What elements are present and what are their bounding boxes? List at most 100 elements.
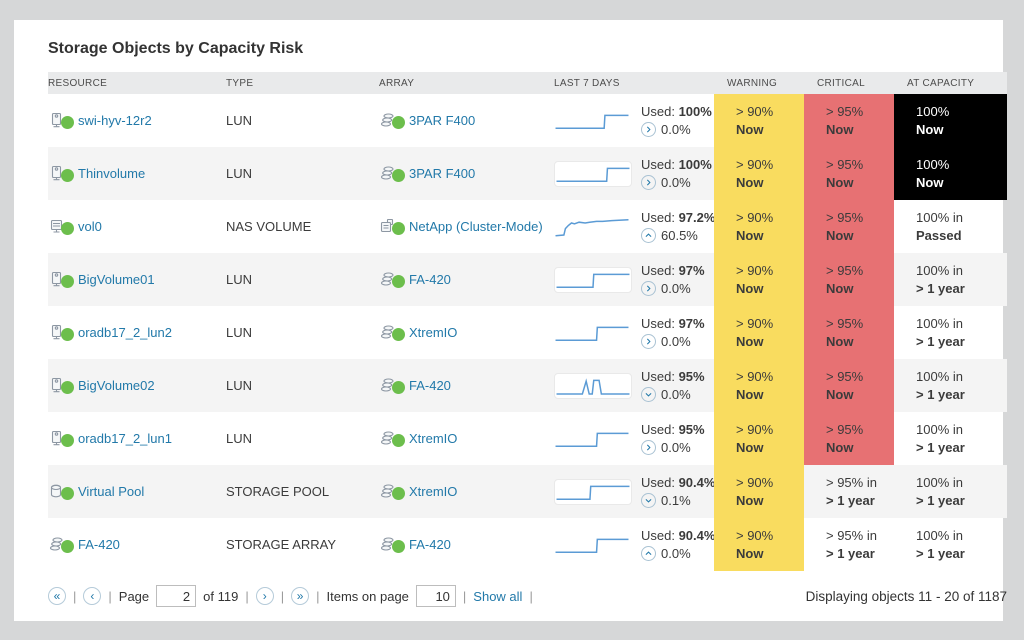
prev-page-button[interactable]: ‹ [83, 587, 102, 605]
warning-cell-when: Now [736, 121, 764, 137]
at-capacity-cell: 100% in > 1 year [894, 518, 1007, 571]
separator: | [245, 588, 249, 604]
resource-link[interactable]: Virtual Pool [78, 484, 145, 499]
resource-link[interactable]: oradb17_2_lun2 [78, 325, 172, 340]
column-header-warning[interactable]: WARNING [727, 77, 778, 89]
resource-status [48, 323, 78, 343]
array-link[interactable]: XtremIO [409, 431, 458, 446]
column-header-critical[interactable]: CRITICAL [817, 77, 865, 89]
warning-cell-when: Now [736, 386, 764, 402]
resource-link[interactable]: BigVolume02 [78, 378, 155, 393]
resource-link[interactable]: vol0 [78, 219, 102, 234]
trend-down-icon [641, 387, 656, 402]
array-cell: 3PAR F400 [379, 147, 554, 200]
resource-cell: FA-420 [48, 518, 226, 571]
type-cell: LUN [226, 272, 253, 287]
resource-status [48, 429, 78, 449]
separator: | [108, 588, 112, 604]
resource-link[interactable]: Thinvolume [78, 166, 146, 181]
type-cell: LUN [226, 325, 253, 340]
table-header-row: RESOURCE TYPE ARRAY LAST 7 DAYS WARNING … [48, 72, 1007, 94]
column-header-array[interactable]: ARRAY [379, 77, 415, 89]
last-7-days-cell: Used: 100% 0.0% [554, 147, 714, 200]
usage-sparkline [554, 372, 632, 399]
warning-cell-threshold: > 90% [736, 474, 774, 490]
warning-cell: > 90% Now [714, 253, 804, 306]
page-number-input[interactable] [156, 585, 197, 607]
separator: | [280, 588, 285, 604]
show-all-link[interactable]: Show all [473, 588, 523, 604]
last-7-days-cell: Used: 97% 0.0% [554, 306, 714, 359]
last-7-days-cell: Used: 97.2% 60.5% [554, 200, 716, 253]
trend-value: 0.0% [661, 174, 691, 190]
critical-cell-threshold: > 95% [826, 156, 864, 172]
column-header-at-capacity[interactable]: AT CAPACITY [907, 77, 975, 89]
next-page-button[interactable]: › [255, 587, 274, 605]
column-header-type[interactable]: TYPE [226, 77, 254, 89]
warning-cell-when: Now [736, 280, 764, 296]
array-link[interactable]: FA-420 [409, 378, 451, 393]
warning-cell-threshold: > 90% [736, 421, 774, 437]
storage-array-icon [380, 324, 394, 339]
column-header-last7days[interactable]: LAST 7 DAYS [554, 77, 620, 89]
last-7-days-cell: Used: 95% 0.0% [554, 359, 714, 412]
last-page-button[interactable]: » [291, 587, 310, 605]
usage-trend: 0.0% [641, 386, 705, 404]
at-capacity-cell-when: Now [916, 121, 944, 137]
warning-cell-threshold: > 90% [736, 368, 774, 384]
resource-cell: Thinvolume [48, 147, 226, 200]
array-link[interactable]: 3PAR F400 [409, 166, 476, 181]
array-status [379, 217, 409, 237]
status-ok-dot [392, 115, 405, 129]
status-ok-dot [61, 380, 74, 394]
status-ok-dot [61, 274, 74, 288]
at-capacity-cell: 100% Now [894, 147, 1007, 200]
trend-value: 0.0% [661, 121, 691, 137]
warning-cell-threshold: > 90% [736, 156, 774, 172]
array-link[interactable]: XtremIO [409, 325, 458, 340]
table-row: Virtual Pool STORAGE POOL XtremIO Used: … [48, 465, 1007, 518]
array-link[interactable]: FA-420 [409, 537, 451, 552]
status-ok-dot [61, 433, 74, 447]
warning-cell-when: Now [736, 333, 764, 349]
critical-cell-when: Now [826, 227, 854, 243]
type-cell: NAS VOLUME [226, 219, 312, 234]
storage-array-icon [380, 377, 394, 392]
trend-right-icon [641, 334, 656, 349]
last-7-days-cell: Used: 100% 0.0% [554, 94, 714, 147]
last-7-days-cell: Used: 97% 0.0% [554, 253, 714, 306]
separator: | [73, 588, 77, 604]
resource-link[interactable]: oradb17_2_lun1 [78, 431, 172, 446]
critical-cell-when: Now [826, 121, 854, 137]
warning-cell: > 90% Now [714, 412, 804, 465]
warning-cell: > 90% Now [714, 465, 804, 518]
at-capacity-cell-threshold: 100% in [916, 368, 963, 384]
array-link[interactable]: NetApp (Cluster-Mode) [409, 219, 543, 234]
usage-trend: 60.5% [641, 227, 715, 245]
resource-link[interactable]: swi-hyv-12r2 [78, 113, 152, 128]
table-row: BigVolume02 LUN FA-420 Used: 95% 0.0% > … [48, 359, 1007, 412]
first-page-button[interactable]: « [48, 587, 66, 605]
array-status [379, 376, 409, 396]
array-status [379, 535, 409, 555]
critical-cell-when: Now [826, 174, 854, 190]
resource-link[interactable]: BigVolume01 [78, 272, 155, 287]
critical-cell-threshold: > 95% [826, 421, 864, 437]
column-header-resource[interactable]: RESOURCE [48, 77, 108, 89]
status-ok-dot [392, 380, 405, 394]
critical-cell: > 95% Now [804, 200, 894, 253]
warning-cell: > 90% Now [714, 94, 804, 147]
array-cell: XtremIO [379, 465, 554, 518]
at-capacity-cell: 100% in Passed [894, 200, 1007, 253]
trend-up-icon [641, 228, 656, 243]
critical-cell-threshold: > 95% in [826, 527, 877, 543]
resource-link[interactable]: FA-420 [78, 537, 120, 552]
warning-cell-when: Now [736, 439, 764, 455]
array-link[interactable]: FA-420 [409, 272, 451, 287]
array-link[interactable]: XtremIO [409, 484, 458, 499]
lun-icon [51, 377, 62, 392]
array-link[interactable]: 3PAR F400 [409, 113, 476, 128]
items-on-page-input[interactable] [415, 585, 456, 607]
used-percent: Used: 95% [641, 368, 705, 384]
used-percent: Used: 97.2% [641, 209, 716, 225]
